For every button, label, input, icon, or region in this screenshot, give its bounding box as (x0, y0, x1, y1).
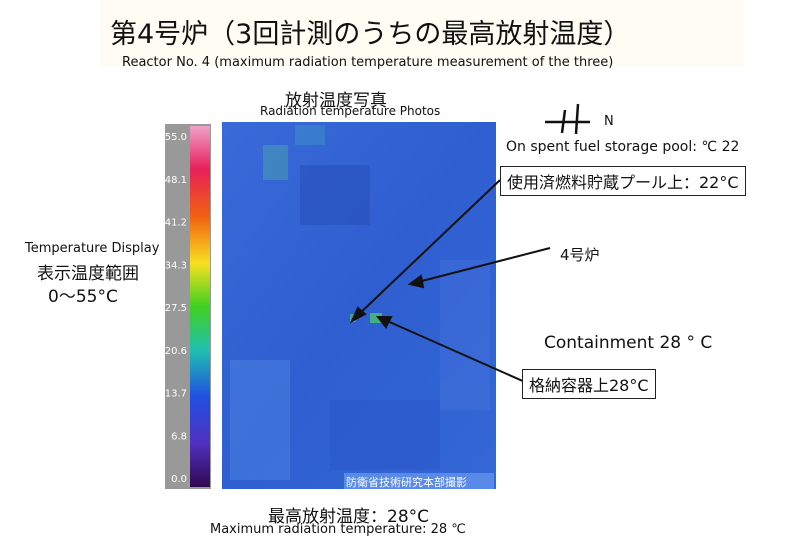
callout-pool-en: On spent fuel storage pool: ℃ 22 (506, 139, 740, 155)
color-bar (190, 126, 210, 487)
watermark-bg (344, 473, 494, 489)
scale-label: 34.3 (165, 260, 187, 271)
subtitle: Reactor No. 4 (maximum radiation tempera… (122, 55, 614, 70)
scale-label: 55.0 (165, 132, 187, 143)
compass-label: N (604, 114, 614, 129)
arrows (349, 179, 551, 383)
callout-containment-en: Containment 28 ° C (544, 333, 713, 353)
title: 第4号炉（3回計測のうちの最高放射温度） (110, 19, 631, 50)
scale-label: 6.8 (171, 431, 187, 442)
footer-max: 最高放射温度：28°C (268, 507, 430, 527)
callout-pool: 使用済燃料貯蔵プール上：22°C (500, 166, 746, 196)
watermark: 防衛省技術研究本部撮影 (346, 476, 467, 489)
photo-title-en: Radiation temperature Photos (260, 104, 441, 118)
scale-label: 20.6 (165, 346, 187, 357)
title-band (100, 0, 745, 66)
scale-caption: 表示温度範囲 (37, 264, 139, 284)
scale-range: 0〜55°C (48, 287, 118, 307)
scale-label: 27.5 (165, 303, 187, 314)
hotspot (370, 313, 382, 323)
scale-label: 41.2 (165, 218, 187, 229)
photo-features (230, 125, 490, 480)
callout-containment: 格納容器上28°C (522, 369, 656, 399)
scale-label: 0.0 (171, 474, 187, 485)
callout-reactor: 4号炉 (560, 246, 600, 264)
photo-title: 放射温度写真 (285, 91, 387, 111)
compass-mark (545, 103, 590, 135)
scale-label: 48.1 (165, 175, 187, 186)
scale-caption-en: Temperature Display (25, 241, 160, 256)
footer-max-en: Maximum radiation temperature: 28 ℃ (210, 522, 466, 537)
scale-label: 13.7 (165, 389, 187, 400)
